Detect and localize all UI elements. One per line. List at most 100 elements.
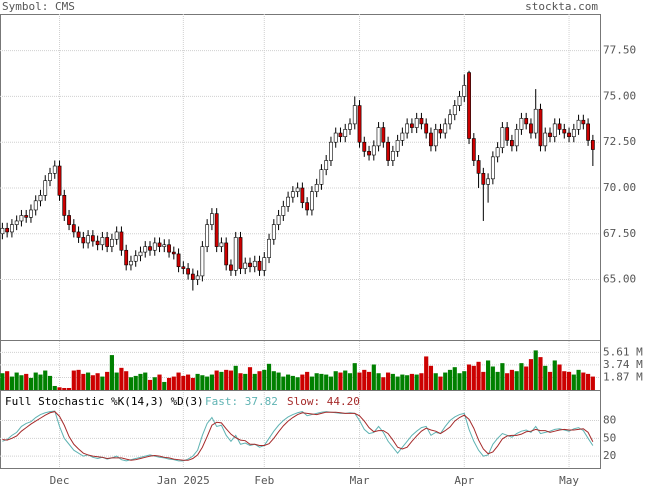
volume-bar xyxy=(405,375,410,390)
candle-body xyxy=(410,123,414,128)
candle-body xyxy=(124,249,129,266)
volume-bar xyxy=(481,371,486,390)
volume-bar xyxy=(228,370,234,390)
x-tick-label: Dec xyxy=(50,474,70,486)
volume-bar xyxy=(71,370,76,390)
candle-body xyxy=(352,105,357,125)
volume-bar xyxy=(557,364,562,390)
volume-bar xyxy=(452,367,457,390)
volume-bar xyxy=(38,374,43,390)
volume-bar xyxy=(433,373,438,390)
volume-bar xyxy=(443,372,448,390)
volume-bar xyxy=(414,374,419,390)
volume-bar xyxy=(447,369,453,390)
candle-body xyxy=(195,275,200,280)
volume-bar xyxy=(266,363,272,390)
volume-bar xyxy=(419,373,424,390)
y-tick-label: 65.00 xyxy=(603,273,636,286)
candle-body xyxy=(386,141,390,161)
volume-bar xyxy=(66,387,72,390)
y-tick-label: 1.87 M xyxy=(603,370,643,383)
volume-bar xyxy=(247,367,253,390)
candle-body xyxy=(495,147,500,158)
y-tick-label: 50 xyxy=(603,431,616,444)
candle-body xyxy=(162,244,167,247)
volume-bar xyxy=(538,357,543,390)
y-tick-label: 70.00 xyxy=(603,181,636,194)
candle-body xyxy=(581,119,586,125)
volume-bar xyxy=(205,376,210,390)
volume-bar xyxy=(290,375,295,390)
y-tick-label: 80 xyxy=(603,414,616,427)
volume-bar xyxy=(366,371,372,390)
legend-label: Fast: 37.82 xyxy=(205,395,278,408)
candle-body xyxy=(376,127,381,147)
volume-bar xyxy=(171,376,176,390)
candle-body xyxy=(524,118,529,125)
y-tick-label: 20 xyxy=(603,449,616,462)
candle-body xyxy=(400,132,405,141)
candle-body xyxy=(19,215,24,222)
volume-bar xyxy=(95,373,100,390)
volume-bar xyxy=(490,366,495,390)
candle-body xyxy=(143,246,148,253)
volume-bar xyxy=(466,364,472,390)
volume-bar xyxy=(47,375,53,390)
volume-bar xyxy=(19,375,24,390)
candle-body xyxy=(81,237,86,244)
candle-body xyxy=(71,224,76,233)
volume-bar xyxy=(586,373,591,390)
y-tick-label: 67.50 xyxy=(603,227,636,240)
volume-bar xyxy=(333,371,338,390)
volume-bar xyxy=(509,369,514,390)
volume-bar xyxy=(157,374,162,390)
candle-body xyxy=(476,160,481,174)
volume-bar xyxy=(233,365,238,390)
candle-body xyxy=(286,196,290,207)
volume-bar xyxy=(209,374,214,390)
candle-body xyxy=(490,156,495,180)
volume-bar xyxy=(9,376,14,390)
volume-bar xyxy=(219,371,224,390)
candle-body xyxy=(405,123,410,134)
candle-body xyxy=(586,123,590,141)
volume-bar xyxy=(347,373,353,390)
candle-body xyxy=(557,123,562,130)
candle-body xyxy=(429,132,433,147)
candle-body xyxy=(481,173,486,185)
stochastic-line xyxy=(2,410,594,462)
candle-body xyxy=(343,129,348,138)
candle-body xyxy=(190,273,195,280)
y-tick-label: 72.50 xyxy=(603,135,636,148)
volume-bar xyxy=(462,371,467,390)
stochastic-line xyxy=(2,411,594,461)
candle-body xyxy=(471,138,476,161)
candle-body xyxy=(529,123,533,134)
legend-label: Slow: 44.20 xyxy=(287,395,360,408)
volume-bar xyxy=(495,371,500,390)
volume-bar xyxy=(100,376,105,390)
candle-body xyxy=(86,235,90,244)
x-tick-label: May xyxy=(559,474,579,486)
volume-bar xyxy=(243,373,248,390)
x-tick-label: Apr xyxy=(454,474,474,486)
candle-body xyxy=(467,72,471,139)
candle-body xyxy=(57,165,62,196)
candle-body xyxy=(381,127,386,143)
candle-body xyxy=(357,105,362,143)
candle-body xyxy=(362,141,367,152)
candle-body xyxy=(452,105,457,116)
candle-body xyxy=(252,260,257,268)
candle-body xyxy=(62,195,67,216)
candle-body xyxy=(567,132,571,138)
candle-body xyxy=(290,191,295,198)
volume-bar xyxy=(214,370,219,390)
volume-bar xyxy=(352,363,357,390)
volume-bar xyxy=(324,374,329,390)
volume-bar xyxy=(438,376,443,390)
chart-title: Symbol: CMS xyxy=(2,0,75,13)
candle-body xyxy=(0,227,5,235)
candle-body xyxy=(457,96,462,106)
volume-bar xyxy=(162,381,167,390)
